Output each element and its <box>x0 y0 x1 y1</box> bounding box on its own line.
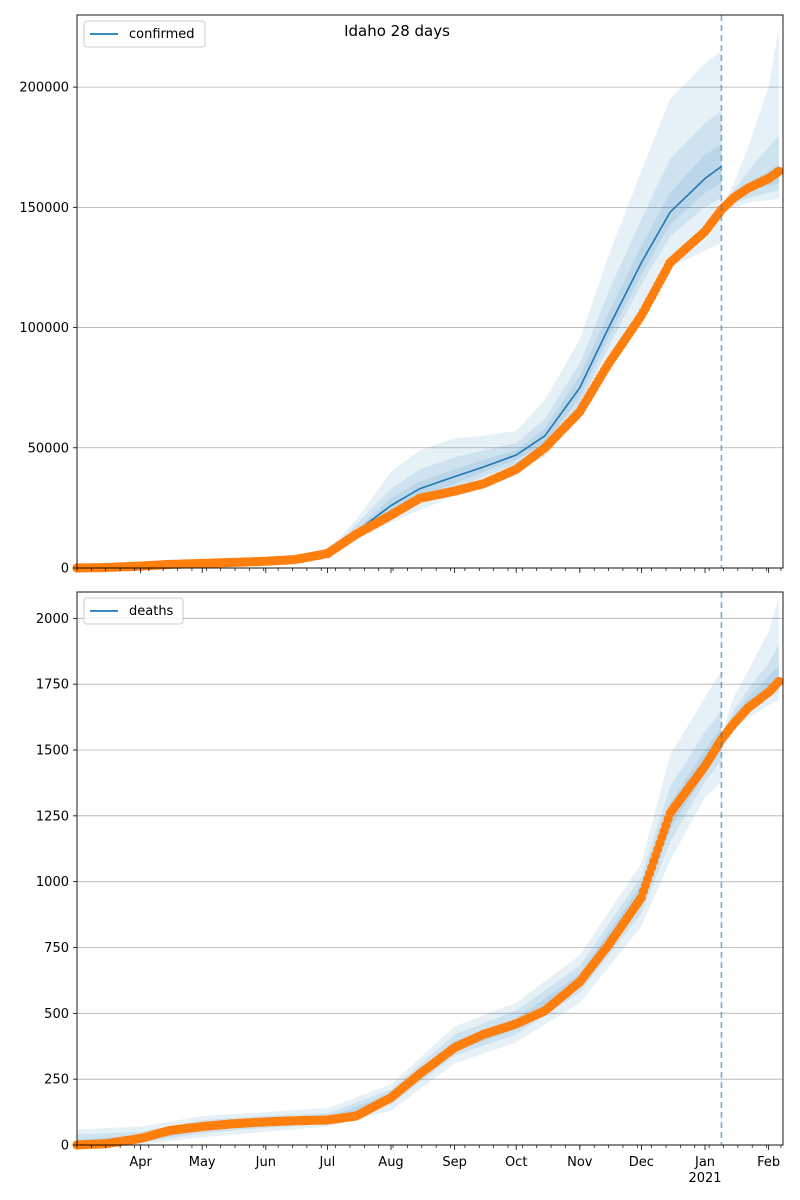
confirmed-band-outer <box>721 27 779 213</box>
x-tick-label: Oct <box>505 1155 527 1170</box>
deaths-y-tick-label: 1750 <box>36 678 69 693</box>
confirmed-x-axis <box>76 568 782 573</box>
x-tick-label: Nov <box>567 1155 593 1170</box>
x-tick-label: Aug <box>378 1155 403 1170</box>
deaths-y-tick-label: 1500 <box>36 744 69 759</box>
deaths-axes-frame <box>76 591 784 1146</box>
confirmed-y-tick-label: 100000 <box>19 321 69 336</box>
deaths-legend-label: deaths <box>129 604 174 619</box>
confirmed-panel: 0 50000 100000 150000 200000 Idaho 28 days c… <box>19 14 784 577</box>
deaths-x-axis: Apr May Jun Jul Aug Sep Oct Nov Dec Jan Feb 2021 <box>76 1145 782 1186</box>
deaths-panel: 0 250 500 750 1000 1250 1500 1750 2000 Apr May Jun… <box>36 591 784 1186</box>
confirmed-band-middle <box>327 111 722 555</box>
confirmed-band-outer <box>327 51 722 556</box>
deaths-observed-point <box>774 676 784 687</box>
deaths-y-tick-label: 250 <box>44 1073 69 1088</box>
x-tick-label: Dec <box>629 1155 654 1170</box>
x-tick-label: Jul <box>319 1155 336 1170</box>
deaths-legend: deaths <box>83 597 184 625</box>
confirmed-axes-frame <box>76 14 784 569</box>
confirmed-legend: confirmed <box>83 20 206 48</box>
confirmed-y-tick-label: 150000 <box>19 201 69 216</box>
chart-title: Idaho 28 days <box>344 22 450 40</box>
confirmed-y-tick-label: 50000 <box>28 441 69 456</box>
x-tick-label: Feb <box>757 1155 780 1170</box>
deaths-band-outer <box>721 597 779 740</box>
confirmed-y-tick-label: 0 <box>61 562 69 577</box>
x-tick-label: Jan <box>694 1155 715 1170</box>
confirmed-y-tick-label: 200000 <box>19 81 69 96</box>
deaths-observed-points <box>72 676 784 1150</box>
deaths-band-middle <box>721 644 779 739</box>
deaths-y-tick-label: 2000 <box>36 612 69 627</box>
confirmed-y-axis: 0 50000 100000 150000 200000 <box>19 81 77 577</box>
deaths-legend-box <box>83 597 184 625</box>
deaths-y-tick-label: 0 <box>61 1139 69 1154</box>
deaths-y-axis: 0 250 500 750 1000 1250 1500 1750 2000 <box>36 612 77 1154</box>
x-tick-label: Jun <box>255 1155 276 1170</box>
deaths-y-tick-label: 750 <box>44 941 69 956</box>
confirmed-uncertainty-bands <box>327 27 779 556</box>
x-tick-year-label: 2021 <box>688 1171 721 1186</box>
confirmed-observed-point <box>774 166 784 176</box>
x-tick-label: Apr <box>129 1155 152 1170</box>
confirmed-band-inner <box>327 144 722 555</box>
x-tick-label: May <box>189 1155 216 1170</box>
deaths-y-tick-label: 1250 <box>36 809 69 824</box>
confirmed-legend-label: confirmed <box>129 27 195 42</box>
deaths-y-tick-label: 1000 <box>36 875 69 890</box>
confirmed-legend-box <box>83 20 206 48</box>
x-tick-label: Sep <box>442 1155 467 1170</box>
deaths-y-tick-label: 500 <box>44 1007 69 1022</box>
